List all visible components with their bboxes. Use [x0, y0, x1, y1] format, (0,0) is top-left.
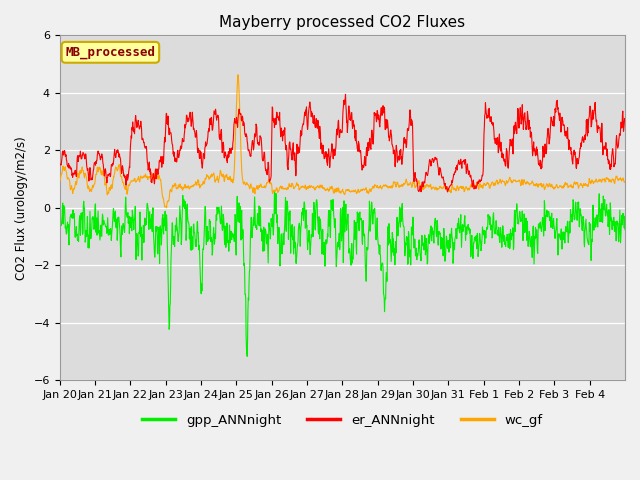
Text: MB_processed: MB_processed [65, 46, 156, 59]
Legend: gpp_ANNnight, er_ANNnight, wc_gf: gpp_ANNnight, er_ANNnight, wc_gf [137, 408, 548, 432]
Y-axis label: CO2 Flux (urology/m2/s): CO2 Flux (urology/m2/s) [15, 136, 28, 279]
Title: Mayberry processed CO2 Fluxes: Mayberry processed CO2 Fluxes [220, 15, 465, 30]
